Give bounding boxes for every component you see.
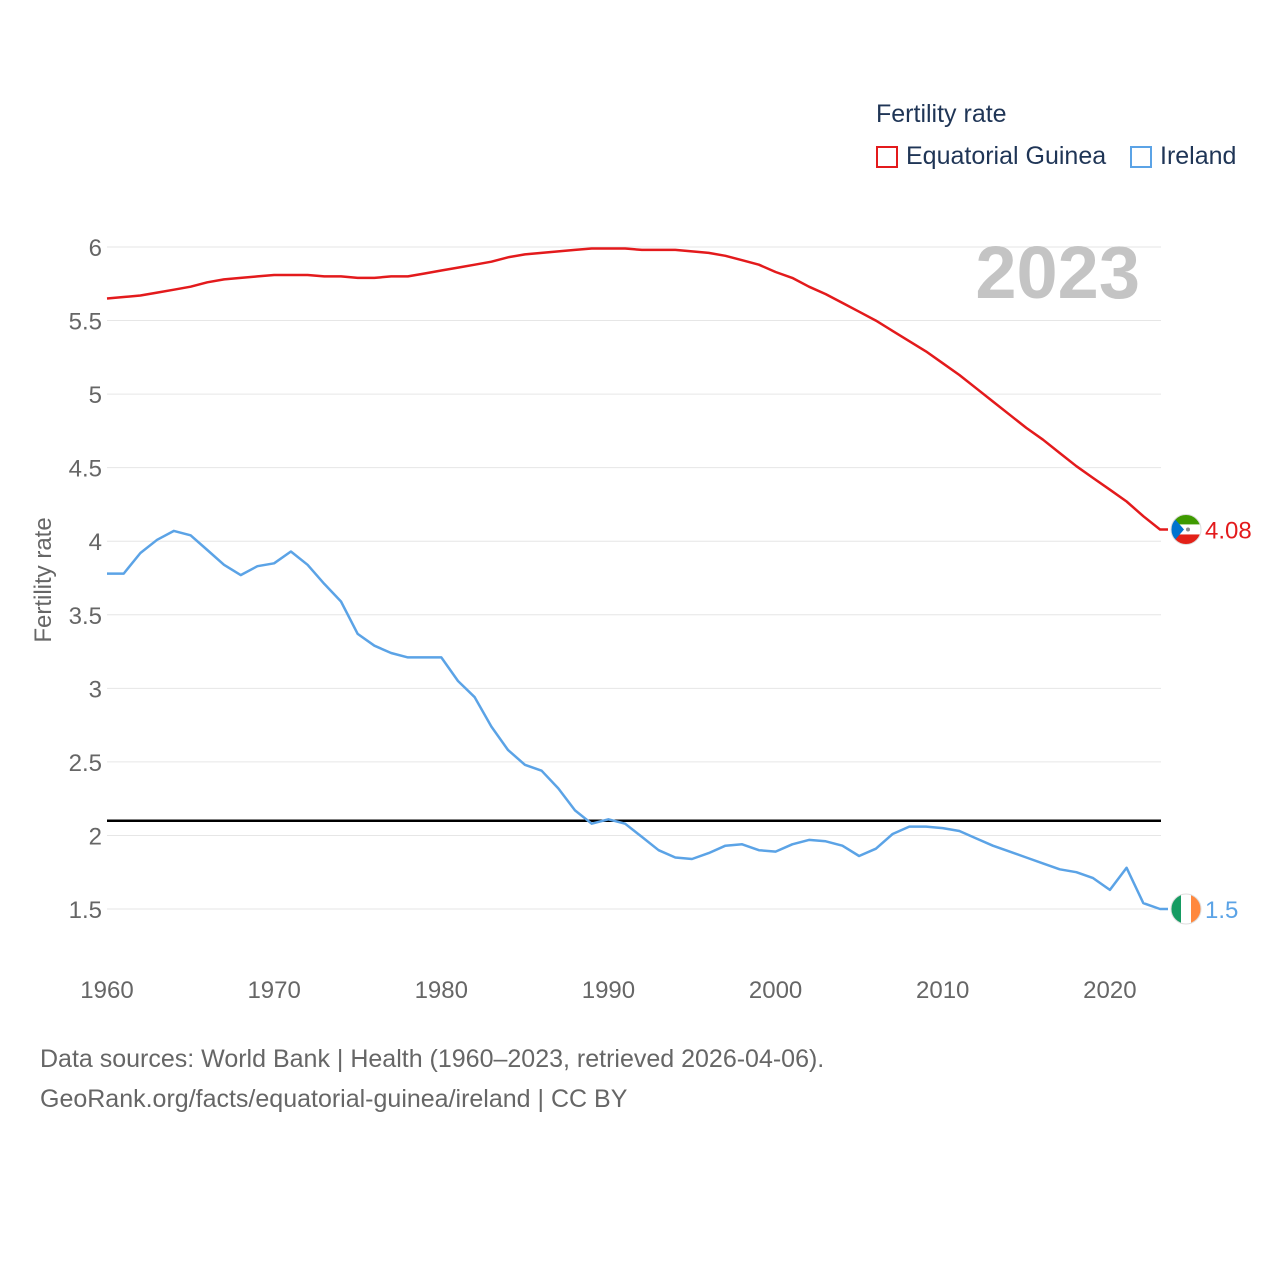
series-line-equatorial-guinea [106,247,1168,531]
legend-label: Ireland [1160,142,1237,170]
y-tick-label: 3 [89,676,102,703]
end-value-label-ireland: 1.5 [1205,897,1238,924]
y-axis-ticks: 1.5 2 2.5 3 3.5 4 4.5 5 5.5 6 [69,235,102,924]
x-tick-label: 2020 [1083,977,1136,1004]
x-axis-ticks: 1960 1970 1980 1990 2000 2010 2020 [80,977,1136,1004]
x-tick-label: 2010 [916,977,969,1004]
legend-item-equatorial-guinea[interactable]: Equatorial Guinea [876,142,1106,171]
x-tick-label: 1980 [415,977,468,1004]
flag-icon-ireland [1170,893,1202,925]
end-markers: 4.08 1.5 [1170,513,1252,925]
y-tick-label: 5.5 [69,309,102,336]
y-tick-label: 2.5 [69,750,102,777]
flag-icon-equatorial-guinea [1170,513,1202,545]
legend-swatch-equatorial-guinea [876,145,898,168]
legend-item-ireland[interactable]: Ireland [1130,142,1236,171]
legend-label: Equatorial Guinea [906,142,1107,170]
y-axis-label: Fertility rate [30,517,57,642]
legend-title: Fertility rate [876,100,1007,128]
footer-sources: Data sources: World Bank | Health (1960–… [40,1045,825,1073]
y-tick-label: 3.5 [69,603,102,630]
y-tick-label: 5 [89,382,102,409]
year-watermark: 2023 [975,231,1140,314]
x-tick-label: 2000 [749,977,802,1004]
footer-attribution: GeoRank.org/facts/equatorial-guinea/irel… [40,1085,628,1113]
y-tick-label: 4 [89,529,102,556]
legend-swatch-ireland [1130,145,1152,168]
series-lines [106,247,1168,911]
y-tick-label: 4.5 [69,456,102,483]
gridlines [107,246,1161,910]
end-value-label-equatorial-guinea: 4.08 [1205,517,1252,544]
series-line-ireland [107,529,1168,911]
x-tick-label: 1960 [80,977,133,1004]
x-tick-label: 1990 [582,977,635,1004]
y-tick-label: 6 [89,235,102,262]
y-tick-label: 1.5 [69,897,102,924]
y-tick-label: 2 [89,823,102,850]
x-tick-label: 1970 [247,977,300,1004]
